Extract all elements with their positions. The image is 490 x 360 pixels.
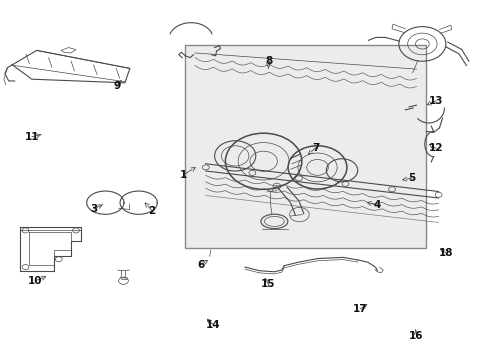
Text: 10: 10 [28,276,43,286]
Text: 17: 17 [353,304,368,314]
Text: 4: 4 [373,200,381,210]
Text: 3: 3 [91,204,98,214]
Text: 7: 7 [312,143,320,153]
Text: 14: 14 [206,320,220,330]
Text: 13: 13 [429,96,443,106]
Text: 9: 9 [113,81,120,91]
Text: 2: 2 [148,206,155,216]
Text: 6: 6 [197,260,204,270]
Text: 8: 8 [265,56,272,66]
Bar [185,45,426,248]
Text: 5: 5 [408,173,415,183]
Text: 11: 11 [24,132,39,142]
Text: 18: 18 [439,248,453,258]
Text: 16: 16 [409,330,424,341]
Text: 15: 15 [261,279,276,289]
Text: 12: 12 [429,143,443,153]
Text: 1: 1 [180,170,187,180]
